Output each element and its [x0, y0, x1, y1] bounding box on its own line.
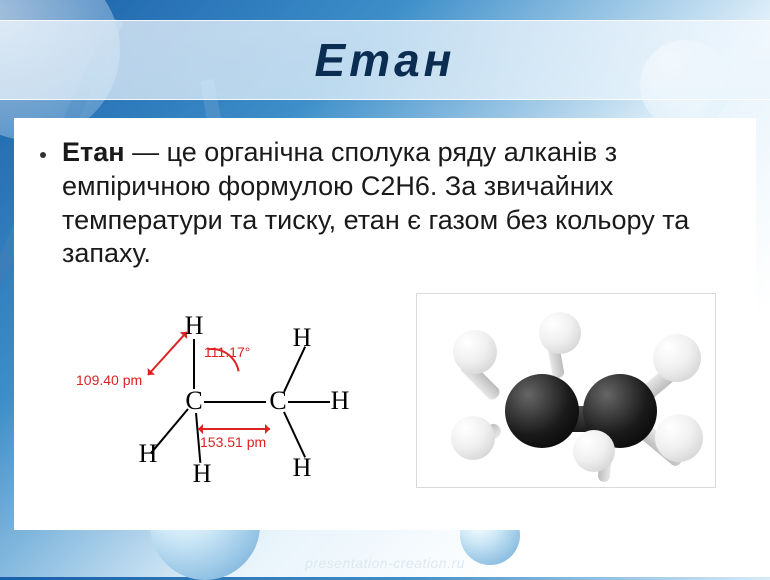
atom-label: H — [193, 459, 212, 489]
atom-label: H — [293, 323, 312, 353]
figures-row: CCHHHHHH111.17°109.40 pm153.51 pm — [62, 293, 726, 488]
bullet-paragraph: Етан — це органічна сполука ряду алканів… — [62, 136, 726, 271]
measurement-label: 153.51 pm — [200, 434, 266, 450]
atom-label: C — [185, 386, 202, 416]
title-bar: Етан — [0, 20, 770, 100]
ball-stick-model — [416, 293, 716, 488]
slide-title: Етан — [315, 33, 456, 87]
measurement-arrow — [198, 428, 270, 430]
measurement-label: 109.40 pm — [76, 372, 142, 388]
structural-formula-diagram: CCHHHHHH111.17°109.40 pm153.51 pm — [72, 296, 372, 486]
atom-label: C — [269, 386, 286, 416]
body-text: Етан — це органічна сполука ряду алканів… — [62, 136, 726, 271]
content-card: Етан — це органічна сполука ряду алканів… — [14, 118, 756, 530]
measurement-arrow — [147, 331, 187, 375]
hydrogen-atom — [655, 414, 703, 462]
hydrogen-atom — [573, 430, 615, 472]
footer-credit: presentation-creation.ru — [0, 555, 770, 571]
measurement-label: 111.17° — [204, 344, 250, 360]
bond-line — [288, 401, 330, 403]
hydrogen-atom — [653, 334, 701, 382]
carbon-atom — [505, 374, 579, 448]
atom-label: H — [139, 439, 158, 469]
bond-line — [283, 411, 306, 457]
hydrogen-atom — [451, 416, 495, 460]
hydrogen-atom — [539, 312, 581, 354]
body-bold-term: Етан — [62, 137, 125, 167]
body-rest: — це органічна сполука ряду алканів з ем… — [62, 137, 689, 268]
atom-label: H — [293, 453, 312, 483]
atom-label: H — [331, 386, 350, 416]
atom-label: H — [185, 311, 204, 341]
bullet-icon — [40, 152, 46, 158]
hydrogen-atom — [453, 330, 497, 374]
